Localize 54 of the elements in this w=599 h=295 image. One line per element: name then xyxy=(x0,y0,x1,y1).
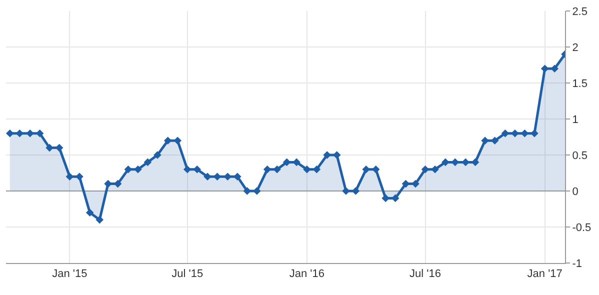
point xyxy=(323,151,331,159)
point xyxy=(431,166,439,174)
point xyxy=(86,208,94,216)
point xyxy=(501,130,510,138)
point xyxy=(511,130,519,138)
y-tick-label: 0.5 xyxy=(572,150,588,162)
y-tick-label: 2 xyxy=(572,42,578,54)
point xyxy=(104,180,112,188)
x-tick-label: Jul '15 xyxy=(172,268,204,280)
point xyxy=(46,144,54,152)
point xyxy=(303,166,311,174)
point xyxy=(124,166,132,174)
point xyxy=(263,166,272,174)
point xyxy=(6,130,14,138)
point xyxy=(26,130,34,138)
point xyxy=(421,166,430,174)
point xyxy=(292,158,300,166)
x-tick-label: Jan '15 xyxy=(52,268,88,280)
y-tick-label: 1.5 xyxy=(572,78,588,90)
point xyxy=(382,194,390,202)
point xyxy=(36,130,44,138)
point xyxy=(213,172,222,180)
point xyxy=(96,216,104,224)
point xyxy=(76,172,84,180)
x-tick-label: Jan '16 xyxy=(289,268,325,280)
point xyxy=(520,130,529,138)
y-tick-label: 0 xyxy=(572,186,578,198)
point xyxy=(273,166,281,174)
point xyxy=(253,187,261,195)
point xyxy=(234,172,242,180)
point xyxy=(154,151,162,159)
point xyxy=(362,166,370,174)
point xyxy=(174,136,182,144)
x-tick-label: Jan '17 xyxy=(527,268,562,280)
point xyxy=(144,158,152,166)
point xyxy=(352,187,360,195)
point xyxy=(134,166,142,174)
y-tick-label: 1 xyxy=(572,114,578,126)
x-tick-label: Jul '16 xyxy=(410,268,441,280)
point xyxy=(412,180,420,188)
y-tick-label: 2.5 xyxy=(572,6,588,18)
point xyxy=(164,136,172,144)
point xyxy=(183,166,192,174)
point xyxy=(550,64,558,72)
point xyxy=(342,187,350,195)
point xyxy=(312,166,321,174)
point xyxy=(204,172,212,180)
y-tick-label: -0.5 xyxy=(572,222,592,234)
point xyxy=(462,158,470,166)
point xyxy=(530,130,538,138)
point xyxy=(193,166,201,174)
point xyxy=(540,64,549,72)
point xyxy=(481,136,489,144)
y-tick-label: -1 xyxy=(572,258,582,270)
